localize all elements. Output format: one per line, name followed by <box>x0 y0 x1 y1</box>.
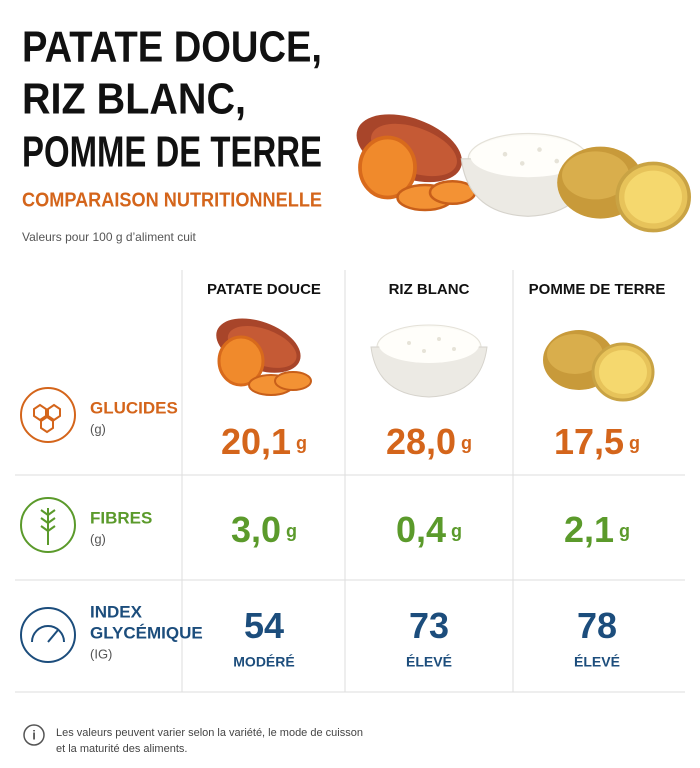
value: 2,1 g <box>564 509 630 550</box>
value: 78 <box>577 605 617 646</box>
column-header: RIZ BLANC <box>389 281 470 298</box>
value-unit: g <box>619 521 630 541</box>
row-label: INDEX <box>90 602 143 621</box>
value-number: 20,1 <box>221 421 291 462</box>
title-line: RIZ BLANC, <box>22 75 246 124</box>
row-unit: (IG) <box>90 646 112 661</box>
value: 20,1 g <box>221 421 307 462</box>
value-number: 17,5 <box>554 421 624 462</box>
value: 28,0 g <box>386 421 472 462</box>
level: ÉLEVÉ <box>406 654 452 670</box>
value-unit: g <box>296 433 307 453</box>
row-label: GLUCIDES <box>90 398 178 417</box>
icons: i <box>20 387 76 746</box>
value-unit: g <box>451 521 462 541</box>
column-images <box>207 306 655 402</box>
value-number: 54 <box>244 605 284 646</box>
value-number: 0,4 <box>396 509 446 550</box>
value-number: 73 <box>409 605 449 646</box>
title-line: POMME DE TERRE <box>22 128 322 177</box>
footer-note: Les valeurs peuvent varier selon la vari… <box>56 727 363 739</box>
level: MODÉRÉ <box>233 654 294 670</box>
footer-note: et la maturité des aliments. <box>56 743 187 755</box>
value-unit: g <box>461 433 472 453</box>
value-unit: g <box>286 521 297 541</box>
subtitle: COMPARAISON NUTRITIONNELLE <box>22 189 322 211</box>
row-label: FIBRES <box>90 508 152 527</box>
value-number: 28,0 <box>386 421 456 462</box>
value-unit: g <box>629 433 640 453</box>
svg-text:i: i <box>32 727 36 742</box>
grid <box>15 270 685 693</box>
column-header: POMME DE TERRE <box>529 281 666 298</box>
row-label: GLYCÉMIQUE <box>90 623 203 642</box>
value: 54 <box>244 605 284 646</box>
hero-image <box>345 99 692 233</box>
row-unit: (g) <box>90 531 106 546</box>
value-number: 78 <box>577 605 617 646</box>
value-number: 2,1 <box>564 509 614 550</box>
value: 0,4 g <box>396 509 462 550</box>
value-number: 3,0 <box>231 509 281 550</box>
value: 17,5 g <box>554 421 640 462</box>
value: 73 <box>409 605 449 646</box>
value: 3,0 g <box>231 509 297 550</box>
note: Valeurs pour 100 g d’aliment cuit <box>22 230 197 244</box>
row-unit: (g) <box>90 421 106 436</box>
level: ÉLEVÉ <box>574 654 620 670</box>
column-header: PATATE DOUCE <box>207 281 321 298</box>
title-line: PATATE DOUCE, <box>22 23 322 72</box>
